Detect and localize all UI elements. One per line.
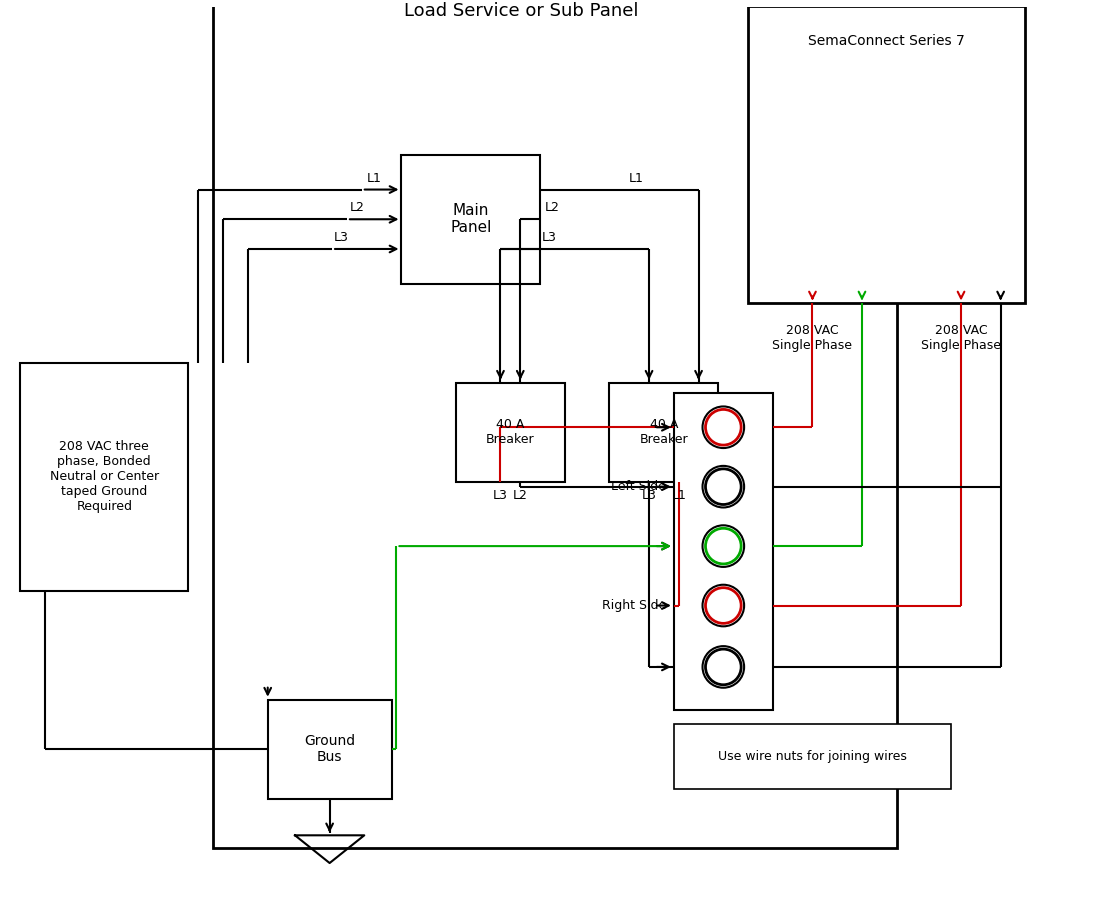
Bar	[267, 700, 392, 799]
Circle shape	[705, 588, 741, 624]
Text: L3: L3	[334, 231, 349, 244]
Text: Use wire nuts for joining wires: Use wire nuts for joining wires	[718, 750, 906, 763]
Circle shape	[703, 525, 744, 567]
Circle shape	[703, 466, 744, 507]
Text: 208 VAC
Single Phase: 208 VAC Single Phase	[772, 325, 852, 352]
Bar	[674, 393, 773, 710]
Bar	[609, 383, 718, 482]
Text: L3: L3	[542, 231, 557, 244]
Text: L1: L1	[629, 172, 645, 185]
Bar	[213, 0, 896, 848]
Text: L3: L3	[641, 489, 657, 502]
Text: Left Side: Left Side	[610, 480, 665, 494]
Circle shape	[703, 646, 744, 688]
Text: SemaConnect Series 7: SemaConnect Series 7	[808, 34, 965, 48]
Text: Ground
Bus: Ground Bus	[304, 734, 355, 764]
Circle shape	[703, 406, 744, 448]
Text: L2: L2	[513, 489, 528, 502]
Text: 208 VAC
Single Phase: 208 VAC Single Phase	[921, 325, 1001, 352]
Circle shape	[705, 528, 741, 564]
Text: Right Side: Right Side	[602, 599, 666, 612]
Bar	[748, 6, 1025, 304]
Circle shape	[705, 469, 741, 504]
Circle shape	[703, 584, 744, 626]
Bar	[20, 363, 188, 591]
Bar	[402, 155, 540, 284]
Text: 40 A
Breaker: 40 A Breaker	[639, 418, 689, 446]
Text: L1: L1	[366, 172, 382, 185]
Text: Main
Panel: Main Panel	[450, 203, 492, 235]
Text: L2: L2	[544, 201, 560, 215]
Bar	[674, 724, 952, 789]
Bar	[455, 383, 565, 482]
Circle shape	[705, 649, 741, 684]
Text: 208 VAC three
phase, Bonded
Neutral or Center
taped Ground
Required: 208 VAC three phase, Bonded Neutral or C…	[50, 440, 158, 514]
Text: 40 A
Breaker: 40 A Breaker	[486, 418, 535, 446]
Text: Load Service or Sub Panel: Load Service or Sub Panel	[404, 2, 638, 20]
Text: L2: L2	[350, 201, 365, 215]
Text: L1: L1	[671, 489, 686, 502]
Circle shape	[705, 409, 741, 445]
Text: L3: L3	[493, 489, 508, 502]
